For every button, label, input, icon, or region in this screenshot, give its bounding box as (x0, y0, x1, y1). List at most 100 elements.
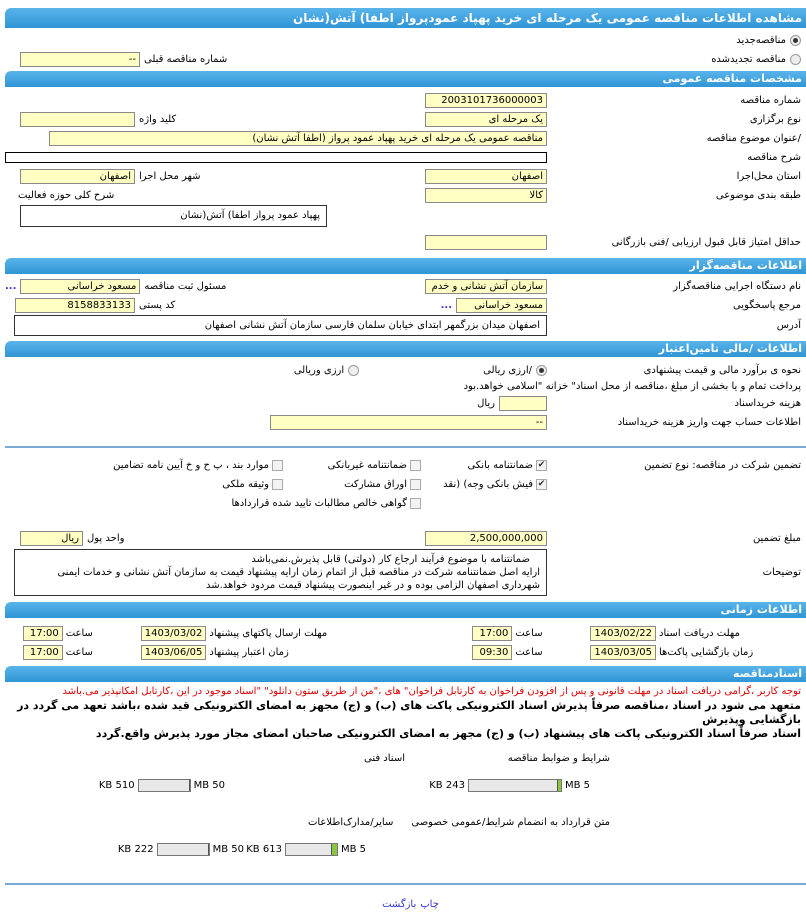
reference-field[interactable]: مسعود خراسانی (456, 298, 547, 313)
category-label: طبقه بندی موضوعی (715, 190, 801, 201)
validity-time-field[interactable]: 17:00 (22, 645, 63, 660)
opening-label: زمان بازگشایی پاکت‌ها (659, 647, 754, 658)
property-deed-checkbox[interactable] (272, 479, 283, 490)
time-label: ساعت (515, 647, 543, 658)
file-size: 613 KB (246, 844, 282, 855)
currency-field[interactable]: ریال (20, 531, 83, 546)
notes-box: ضمانتنامه با موضوع فرآیند ارجاع کار (دول… (14, 549, 547, 596)
file-label: سایر/مدارک‌اطلاعات (307, 817, 394, 828)
download-warning: توجه کاربر ،گرامی دریافت اسناد در مهلت ق… (62, 686, 802, 697)
receivables-certificate-checkbox[interactable] (410, 498, 421, 509)
page-title: مشاهده اطلاعات مناقصه عمومی یک مرحله ای … (5, 8, 806, 28)
bonds-checkbox[interactable] (410, 479, 421, 490)
description-field[interactable] (5, 152, 547, 163)
doc-cost-field[interactable] (499, 396, 547, 411)
activity-box: پهپاد عمود پرواز اطفا) آتش(نشان (20, 205, 327, 227)
submit-date-field[interactable]: 1403/03/02 (140, 626, 207, 641)
file-progress-bar (467, 779, 562, 792)
nonbank-guarantee-label: ضمانتنامه غیربانکی (327, 460, 407, 471)
file-label: اسناد فنی (364, 753, 405, 764)
notes-line: ضمانتنامه با موضوع فرآیند ارجاع کار (دول… (251, 554, 530, 565)
regulation-items-label: موارد بند ، پ ح و خ آیین نامه تضامین (113, 460, 269, 471)
file-max-size: 5 MB (564, 780, 590, 791)
file-progress-fill (207, 844, 209, 855)
doc-cost-label: هزینه خریداسناد (734, 398, 801, 409)
section-general: مشخصات مناقصه عمومی (5, 71, 806, 87)
address-box: اصفهان میدان بزرگمهر ابتدای خیابان سلمان… (14, 315, 547, 336)
postal-code-label: کد پستی (139, 300, 176, 311)
new-tender-radio[interactable] (790, 35, 801, 46)
rial-radio[interactable] (536, 365, 547, 376)
province-field[interactable]: اصفهان (425, 169, 547, 184)
guarantee-amount-label: مبلغ تضمین (752, 533, 801, 544)
account-label: اطلاعات حساب جهت واریز هزینه خریداسناد (617, 417, 801, 428)
renewed-tender-radio[interactable] (790, 54, 801, 65)
registrar-label: مسئول ثبت مناقصه (144, 281, 227, 292)
file-progress-bar (137, 779, 191, 792)
notes-line: ارایه اصل ضمانتنامه شرکت در مناقصه قبل ا… (57, 567, 540, 578)
submit-time-field[interactable]: 17:00 (22, 626, 63, 641)
bank-guarantee-checkbox[interactable]: ✔ (536, 460, 547, 471)
file-size: 510 KB (98, 780, 135, 791)
nonbank-guarantee-checkbox[interactable] (410, 460, 421, 471)
rial-label: /ارزی ریالی (483, 365, 532, 376)
file-label: شرایط و ضوابط مناقصه (507, 753, 610, 764)
account-field[interactable]: -- (270, 415, 547, 430)
treasury-notice: پرداخت تمام و یا بخشی از مبلغ ،مناقصه از… (463, 381, 801, 392)
back-link[interactable]: بازگشت (382, 899, 417, 910)
min-score-field[interactable] (425, 235, 547, 250)
fx-rial-radio[interactable] (348, 365, 360, 376)
section-organizer: اطلاعات مناقصه‌گزار (5, 258, 806, 274)
divider (5, 446, 806, 448)
opening-date-field[interactable]: 1403/03/05 (590, 645, 656, 660)
print-link[interactable]: چاپ (420, 899, 439, 910)
reference-label: مرجع پاسخگویی (732, 300, 801, 311)
file-max-size: 50 MB (193, 780, 225, 791)
postal-code-field[interactable]: 8158833133 (15, 298, 135, 313)
city-field[interactable]: اصفهان (20, 169, 135, 184)
receivables-certificate-label: گواهی خالص مطالبات تایید شده قراردادها (231, 498, 407, 509)
notes-line: شهرداری اصفهان الزامی بوده و در غیر اینص… (206, 580, 540, 591)
category-field[interactable]: کالا (425, 188, 547, 203)
currency-label: واحد پول (87, 533, 125, 544)
address-label: آدرس (776, 320, 801, 331)
section-documents: اسنادمناقصه (5, 666, 806, 682)
regulation-items-checkbox[interactable] (272, 460, 283, 471)
submit-label: مهلت ارسال پاکتهای پیشنهاد (209, 628, 328, 639)
organizer-field[interactable]: سازمان آتش نشانی و خدم (425, 279, 547, 294)
new-tender-label: مناقصه‌جدید (736, 35, 786, 46)
validity-date-field[interactable]: 1403/06/05 (140, 645, 207, 660)
keyword-label: کلید واژه (139, 114, 177, 125)
time-label: ساعت (65, 628, 93, 639)
time-label: ساعت (515, 628, 543, 639)
registrar-field[interactable]: مسعود خراسانی (20, 279, 141, 294)
doc-deadline-field[interactable]: 1403/02/22 (590, 626, 656, 641)
notes-label: توضیحات (762, 567, 801, 578)
registrar-more-button[interactable]: ... (5, 281, 17, 292)
bonds-label: اوراق مشارکت (344, 479, 407, 490)
subject-field[interactable]: مناقصه عمومی یک مرحله ای خرید پهپاد عمود… (49, 131, 547, 146)
file-max-size: 5 MB (340, 844, 366, 855)
section-timing: اطلاعات زمانی (5, 602, 806, 618)
city-label: شهر محل اجرا (139, 171, 201, 182)
type-field[interactable]: یک مرحله ای (425, 112, 547, 127)
keyword-field[interactable] (20, 112, 135, 127)
tender-number-label: شماره مناقصه (740, 95, 801, 106)
activity-label: شرح کلی حوزه فعالیت (18, 190, 115, 201)
bank-guarantee-label: ضمانتنامه بانکی (467, 460, 533, 471)
reference-more-button[interactable]: ... (440, 300, 452, 311)
property-deed-label: وثیقه ملکی (222, 479, 269, 490)
guarantee-amount-field[interactable]: 2,500,000,000 (425, 531, 547, 546)
file-size: 222 KB (117, 844, 154, 855)
organizer-label: نام دستگاه اجرایی مناقصه‌گزار (673, 281, 801, 292)
doc-deadline-time-field[interactable]: 17:00 (472, 626, 513, 641)
province-label: استان محل‌اجرا (736, 171, 801, 182)
section-finance: اطلاعات /مالی تامین‌اعتبار (5, 341, 806, 357)
cash-receipt-checkbox[interactable]: ✔ (536, 479, 547, 490)
type-label: نوع برگزاری (749, 114, 801, 125)
tender-number-field[interactable]: 2003101736000003 (425, 93, 547, 108)
estimate-method-label: نحوه ی برآورد مالی و قیمت پیشنهادی (643, 365, 801, 376)
description-label: شرح مناقصه (747, 152, 801, 163)
prev-number-field[interactable]: -- (20, 52, 140, 67)
opening-time-field[interactable]: 09:30 (472, 645, 513, 660)
